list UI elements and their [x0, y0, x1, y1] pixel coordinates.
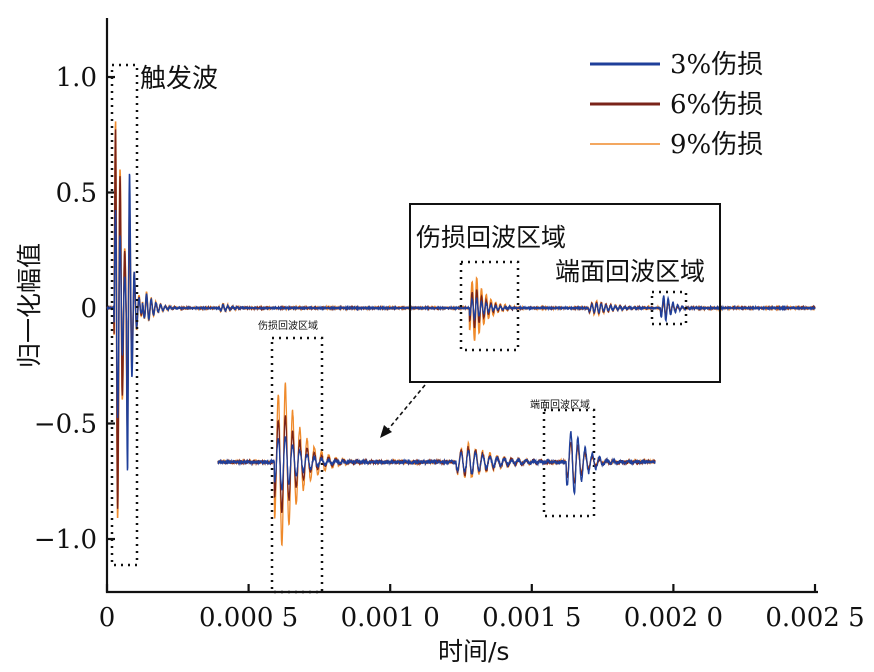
x-tick-label-2: 0.001 0	[341, 603, 440, 633]
zoom-arrow	[380, 384, 426, 438]
inset-end-label: 端面回波区域	[530, 398, 590, 411]
end-echo-dashed-box	[650, 290, 688, 326]
y-tick-label-4: −1.0	[34, 525, 97, 555]
inset-series-line-0	[217, 430, 656, 496]
inset-damage-label: 伤损回波区域	[258, 319, 318, 332]
inset-series-layer	[217, 382, 656, 547]
x-tick-label-0: 0	[99, 603, 116, 633]
y-axis-label: 归一化幅值	[15, 243, 44, 368]
y-tick-label-2: 0	[80, 294, 97, 324]
legend: 3%伤损 6%伤损 9%伤损	[590, 50, 763, 160]
y-tick-label-1: 0.5	[56, 179, 97, 209]
trigger-wave-box	[110, 63, 139, 567]
zoom-arrow-head	[380, 425, 392, 438]
legend-label-9pct: 9%伤损	[670, 130, 763, 160]
inset-zoom: 伤损回波区域 端面回波区域	[217, 319, 656, 594]
damage-echo-label: 伤损回波区域	[416, 223, 566, 252]
x-tick-label-3: 0.001 5	[482, 603, 581, 633]
y-tick-label-0: 1.0	[56, 63, 97, 93]
echo-region-frame	[409, 203, 721, 383]
series-layer	[106, 121, 816, 519]
x-axis-label: 时间/s	[438, 637, 509, 666]
x-tick-label-5: 0.002 5	[765, 603, 864, 633]
legend-label-3pct: 3%伤损	[670, 50, 763, 80]
x-tick-label-4: 0.002 0	[624, 603, 723, 633]
series-line-0	[106, 173, 816, 471]
damage-echo-dashed-box	[459, 260, 520, 352]
end-echo-label: 端面回波区域	[555, 257, 705, 286]
trigger-wave-label: 触发波	[140, 64, 218, 94]
legend-label-6pct: 6%伤损	[670, 90, 763, 120]
y-tick-label-3: −0.5	[34, 410, 97, 440]
x-tick-label-1: 0.000 5	[199, 603, 298, 633]
zoom-arrow-line	[385, 384, 426, 433]
inset-damage-box	[270, 336, 324, 594]
axis-ticks: 0 0.000 5 0.001 0 0.001 5 0.002 0 0.002 5 1.0 0…	[34, 63, 865, 633]
